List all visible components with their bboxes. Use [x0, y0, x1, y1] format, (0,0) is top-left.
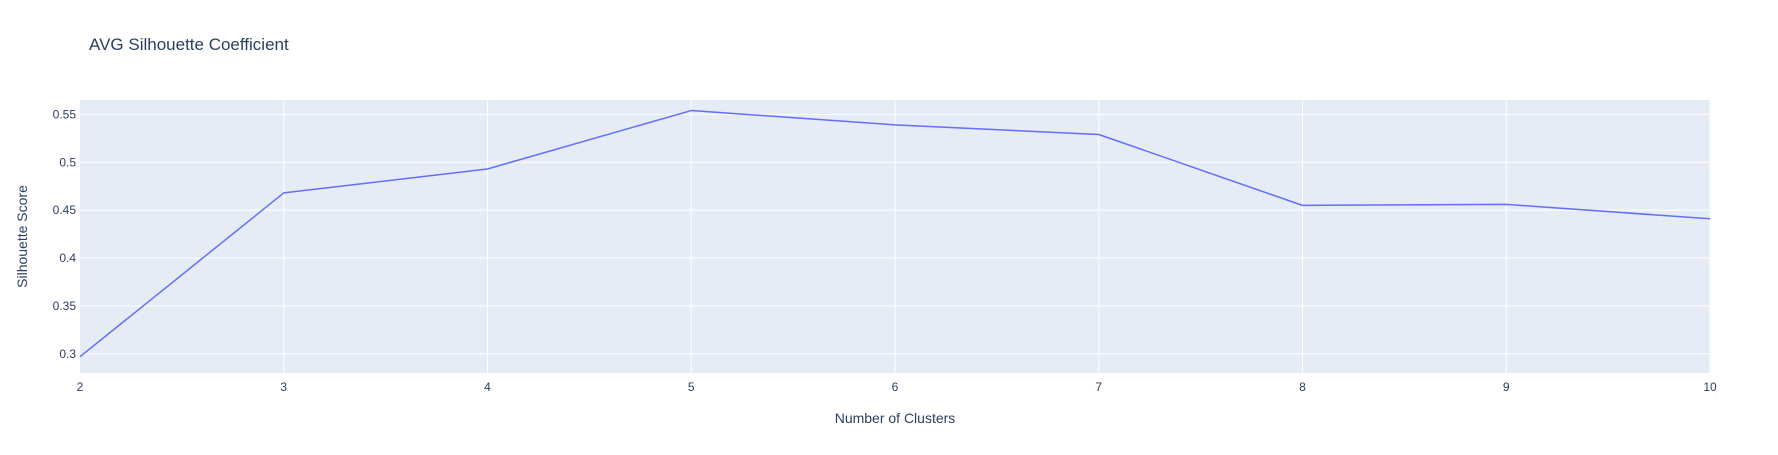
x-axis-label: Number of Clusters — [835, 410, 956, 426]
y-tick-label: 0.35 — [53, 299, 77, 313]
y-tick-label: 0.5 — [59, 155, 76, 169]
x-tick-label: 7 — [1095, 380, 1102, 394]
chart-title: AVG Silhouette Coefficient — [89, 35, 289, 54]
y-tick-label: 0.4 — [59, 251, 76, 265]
x-tick-label: 6 — [892, 380, 899, 394]
y-tick-label: 0.3 — [59, 347, 76, 361]
y-tick-label: 0.45 — [53, 203, 77, 217]
x-tick-label: 9 — [1503, 380, 1510, 394]
x-tick-label: 5 — [688, 380, 695, 394]
y-tick-label: 0.55 — [53, 107, 77, 121]
x-tick-label: 2 — [77, 380, 84, 394]
x-tick-label: 4 — [484, 380, 491, 394]
x-tick-label: 8 — [1299, 380, 1306, 394]
x-tick-label: 3 — [280, 380, 287, 394]
x-tick-label: 10 — [1703, 380, 1717, 394]
y-axis-label: Silhouette Score — [14, 185, 30, 288]
